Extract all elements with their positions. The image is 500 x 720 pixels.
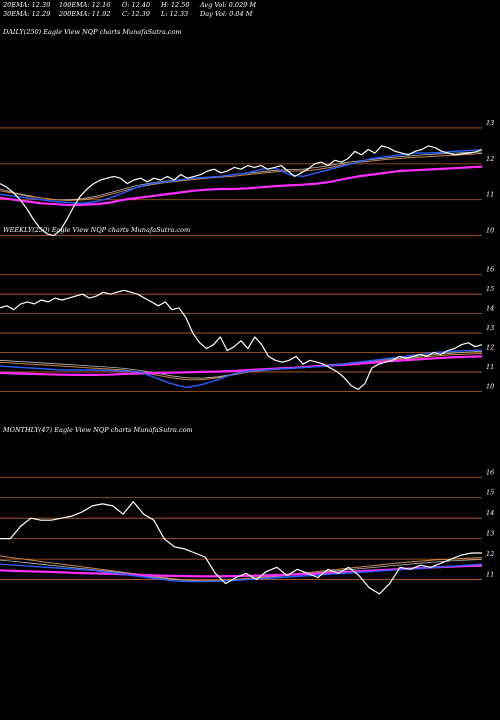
- weekly-y-tick-label: 14: [486, 305, 494, 313]
- monthly-y-tick-label: 12: [486, 550, 494, 558]
- monthly-y-tick-label: 14: [486, 509, 494, 517]
- daily-ema-blue-line: [0, 149, 483, 205]
- daily-y-tick-label: 10: [486, 227, 494, 235]
- stat-200ema: 200EMA: 11.92: [59, 10, 111, 18]
- stat-open: O: 12.40: [122, 1, 151, 9]
- daily-y-tick-label: 11: [486, 191, 494, 199]
- stat-30ema: 30EMA: 12.29: [3, 10, 51, 18]
- weekly-ema-magenta-line: [0, 355, 483, 376]
- monthly-panel-label: MONTHLY(47) Eagle View NQP charts Munafa…: [3, 426, 193, 434]
- monthly-y-tick-label: 16: [486, 468, 494, 476]
- stat-20ema: 20EMA: 12.39: [3, 1, 51, 9]
- stat-high: H: 12.50: [161, 1, 190, 9]
- monthly-price-line: [0, 501, 482, 595]
- weekly-ema-blue-line: [0, 349, 483, 389]
- weekly-y-tick-label: 15: [486, 285, 494, 293]
- monthly-y-tick-label: 11: [486, 571, 494, 579]
- daily-ema-brown-line: [0, 152, 483, 201]
- weekly-price-line: [0, 289, 483, 390]
- daily-price-line: [0, 145, 483, 237]
- stat-low: L: 12.33: [161, 10, 189, 18]
- daily-y-tick-label: 12: [486, 155, 494, 163]
- monthly-ema-gray-line: [0, 559, 483, 582]
- stat-close: C: 12.39: [122, 10, 150, 18]
- monthly-ema-blue-line: [0, 563, 483, 583]
- weekly-ema-brown-line: [0, 353, 483, 381]
- daily-ema-magenta-line: [0, 165, 483, 207]
- weekly-y-tick-label: 11: [486, 363, 494, 371]
- monthly-y-tick-label: 13: [486, 530, 494, 538]
- stat-100ema: 100EMA: 12.16: [59, 1, 111, 9]
- weekly-y-tick-label: 13: [486, 324, 494, 332]
- daily-y-tick-label: 13: [486, 119, 494, 127]
- stat-avg-vol: Avg Vol: 0.029 M: [200, 1, 257, 9]
- monthly-y-tick-label: 15: [486, 489, 494, 497]
- weekly-y-tick-label: 10: [486, 382, 494, 390]
- weekly-y-tick-label: 12: [486, 344, 494, 352]
- daily-panel-label: DAILY(250) Eagle View NQP charts MunafaS…: [3, 28, 182, 36]
- monthly-ema-brown-line: [0, 555, 483, 582]
- weekly-panel-label: WEEKLY(250) Eagle View NQP charts Munafa…: [3, 226, 191, 234]
- stat-day-vol: Day Vol: 0.04 M: [200, 10, 253, 18]
- weekly-y-tick-label: 16: [486, 266, 494, 274]
